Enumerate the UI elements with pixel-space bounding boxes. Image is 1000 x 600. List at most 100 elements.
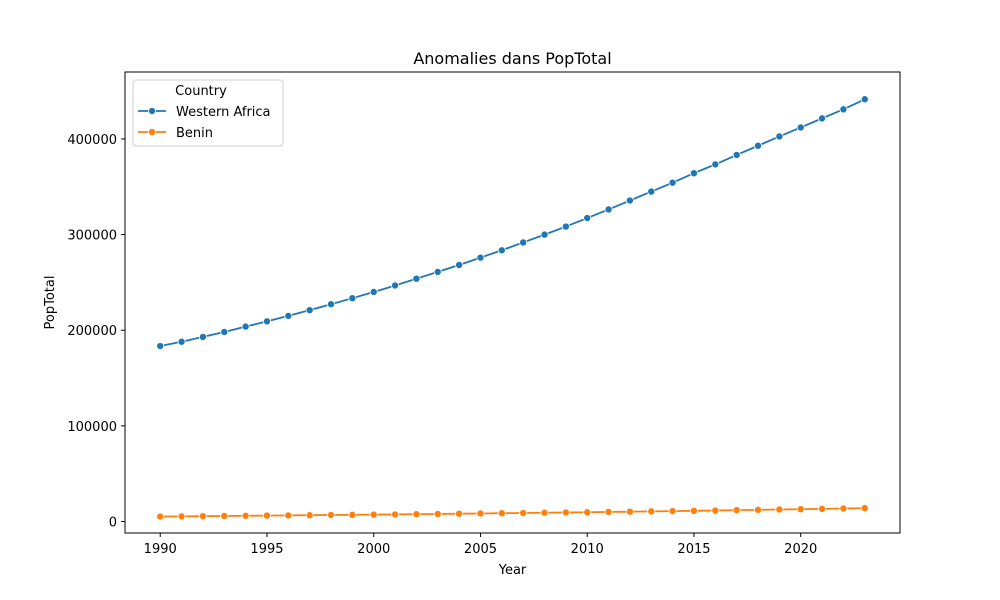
data-point (561, 508, 570, 517)
data-point (198, 332, 207, 341)
data-point (625, 196, 634, 205)
data-point (732, 506, 741, 515)
data-point (647, 507, 656, 516)
data-point (732, 150, 741, 159)
legend-item: Benin (138, 126, 213, 141)
data-point (327, 300, 336, 309)
data-point (839, 105, 848, 114)
data-point (220, 327, 229, 336)
legend-item: Western Africa (138, 105, 271, 120)
data-point (754, 505, 763, 514)
data-point (262, 317, 271, 326)
data-point (775, 132, 784, 141)
data-point (668, 507, 677, 516)
data-point (305, 511, 314, 520)
data-point (369, 510, 378, 519)
data-point (561, 222, 570, 231)
plot-frame (124, 71, 901, 534)
y-tick-label: 0 (109, 516, 117, 531)
legend-marker (147, 127, 156, 136)
data-point (519, 238, 528, 247)
data-point (604, 507, 613, 516)
data-point (348, 510, 357, 519)
series-0 (156, 95, 869, 351)
data-point (540, 230, 549, 239)
data-point (519, 509, 528, 518)
data-point (818, 504, 827, 513)
chart-title: Anomalies dans PopTotal (413, 49, 611, 68)
data-point (839, 504, 848, 513)
x-tick-label: 1990 (144, 542, 177, 557)
data-point (284, 311, 293, 320)
legend: Country Western Africa Benin (132, 79, 284, 147)
x-axis: 1990 1995 2000 2005 2010 2015 2020 (144, 533, 817, 557)
data-point (284, 511, 293, 520)
data-point (305, 306, 314, 315)
y-tick-label: 200000 (67, 324, 117, 339)
data-point (433, 267, 442, 276)
series-line (160, 98, 866, 347)
data-point (391, 510, 400, 519)
series-1 (156, 504, 869, 521)
x-tick-label: 2020 (784, 542, 817, 557)
data-point (860, 95, 869, 104)
data-point (604, 205, 613, 214)
data-point (860, 504, 869, 513)
data-point (796, 505, 805, 514)
series-line (160, 507, 865, 518)
x-tick-label: 2010 (571, 542, 604, 557)
x-tick-label: 2015 (677, 542, 710, 557)
y-tick-label: 400000 (67, 133, 117, 148)
legend-label: Benin (176, 126, 213, 141)
data-point (668, 178, 677, 187)
legend-box (132, 79, 284, 147)
data-point (775, 505, 784, 514)
plot-area: 1990 1995 2000 2005 2010 2015 2020 0 100000 2000… (67, 71, 901, 557)
x-axis-label: Year (498, 563, 527, 578)
data-point (497, 509, 506, 518)
data-point (433, 509, 442, 518)
data-point (689, 169, 698, 178)
y-axis-label: PopTotal (43, 276, 58, 330)
legend-title: Country (175, 84, 227, 99)
data-point (754, 141, 763, 150)
data-point (476, 509, 485, 518)
legend-label: Western Africa (176, 105, 271, 120)
data-point (711, 160, 720, 169)
data-point (262, 511, 271, 520)
data-point (647, 187, 656, 196)
data-point (455, 509, 464, 518)
y-axis: 0 100000 200000 300000 400000 (67, 133, 125, 531)
data-point (220, 511, 229, 520)
data-point (156, 342, 165, 351)
x-tick-label: 2005 (464, 542, 497, 557)
data-point (412, 274, 421, 283)
y-tick-label: 300000 (67, 229, 117, 244)
data-point (369, 287, 378, 296)
data-point (327, 511, 336, 520)
data-point (625, 507, 634, 516)
data-point (241, 511, 250, 520)
data-point (156, 512, 165, 521)
data-point (476, 253, 485, 262)
data-point (711, 506, 720, 515)
data-point (198, 512, 207, 521)
data-point (177, 337, 186, 346)
data-point (583, 214, 592, 223)
legend-marker (147, 107, 156, 116)
series-layer (156, 95, 869, 521)
data-point (391, 281, 400, 290)
data-point (348, 294, 357, 303)
y-tick-label: 100000 (67, 420, 117, 435)
data-point (177, 512, 186, 521)
data-point (540, 508, 549, 517)
data-point (455, 261, 464, 270)
x-tick-label: 1995 (250, 542, 283, 557)
data-point (412, 510, 421, 519)
data-point (796, 123, 805, 132)
data-point (583, 508, 592, 517)
data-point (497, 246, 506, 255)
x-tick-label: 2000 (357, 542, 390, 557)
data-point (241, 322, 250, 331)
